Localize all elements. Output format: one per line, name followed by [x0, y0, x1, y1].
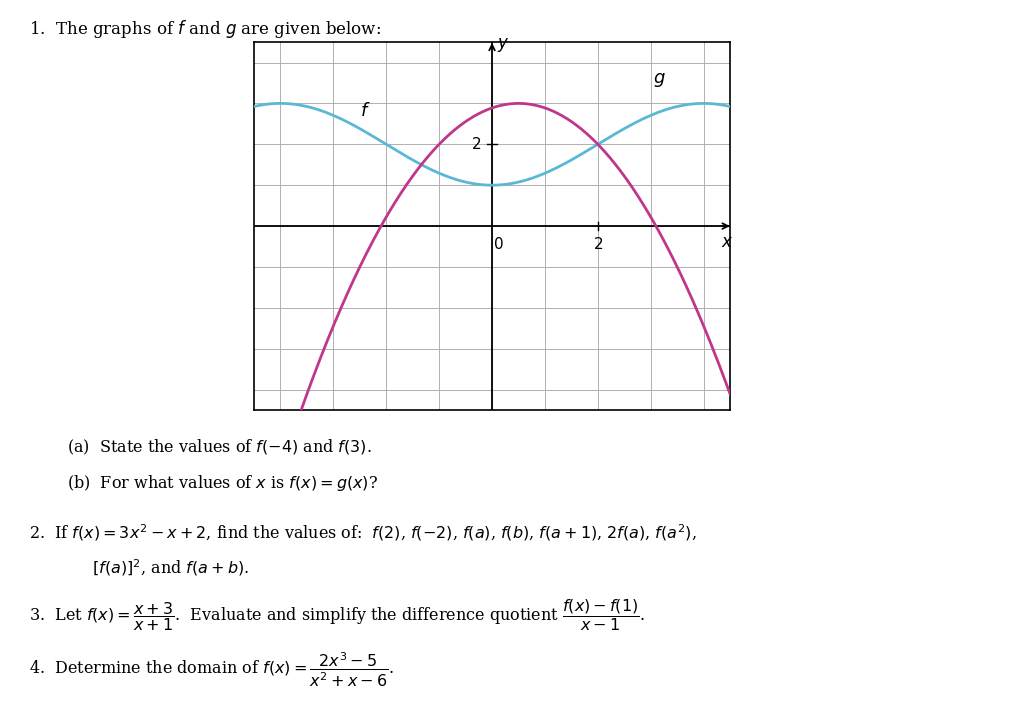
Text: $x$: $x$ — [721, 234, 733, 251]
Text: $[f(a)]^2$, and $f(a+b)$.: $[f(a)]^2$, and $f(a+b)$. — [67, 557, 249, 578]
Text: $2$: $2$ — [471, 136, 481, 152]
Text: $2$: $2$ — [593, 236, 603, 252]
Text: 4.  Determine the domain of $f(x) = \dfrac{2x^3-5}{x^2+x-6}$.: 4. Determine the domain of $f(x) = \dfra… — [29, 651, 393, 689]
Text: $g$: $g$ — [653, 71, 667, 89]
Text: 2.  If $f(x) = 3x^2 - x + 2$, find the values of:  $f(2)$, $f(-2)$, $f(a)$, $f(b: 2. If $f(x) = 3x^2 - x + 2$, find the va… — [29, 522, 696, 543]
Text: 3.  Let $f(x) = \dfrac{x+3}{x+1}$.  Evaluate and simplify the difference quotien: 3. Let $f(x) = \dfrac{x+3}{x+1}$. Evalua… — [29, 597, 645, 633]
Text: (a)  State the values of $f(-4)$ and $f(3)$.: (a) State the values of $f(-4)$ and $f(3… — [67, 438, 372, 457]
Text: 1.  The graphs of $f$ and $g$ are given below:: 1. The graphs of $f$ and $g$ are given b… — [29, 18, 381, 39]
Text: $f$: $f$ — [359, 102, 371, 120]
Text: $y$: $y$ — [498, 36, 510, 55]
Text: (b)  For what values of $x$ is $f(x) = g(x)$?: (b) For what values of $x$ is $f(x) = g(… — [67, 473, 378, 494]
Text: $0$: $0$ — [494, 236, 504, 252]
